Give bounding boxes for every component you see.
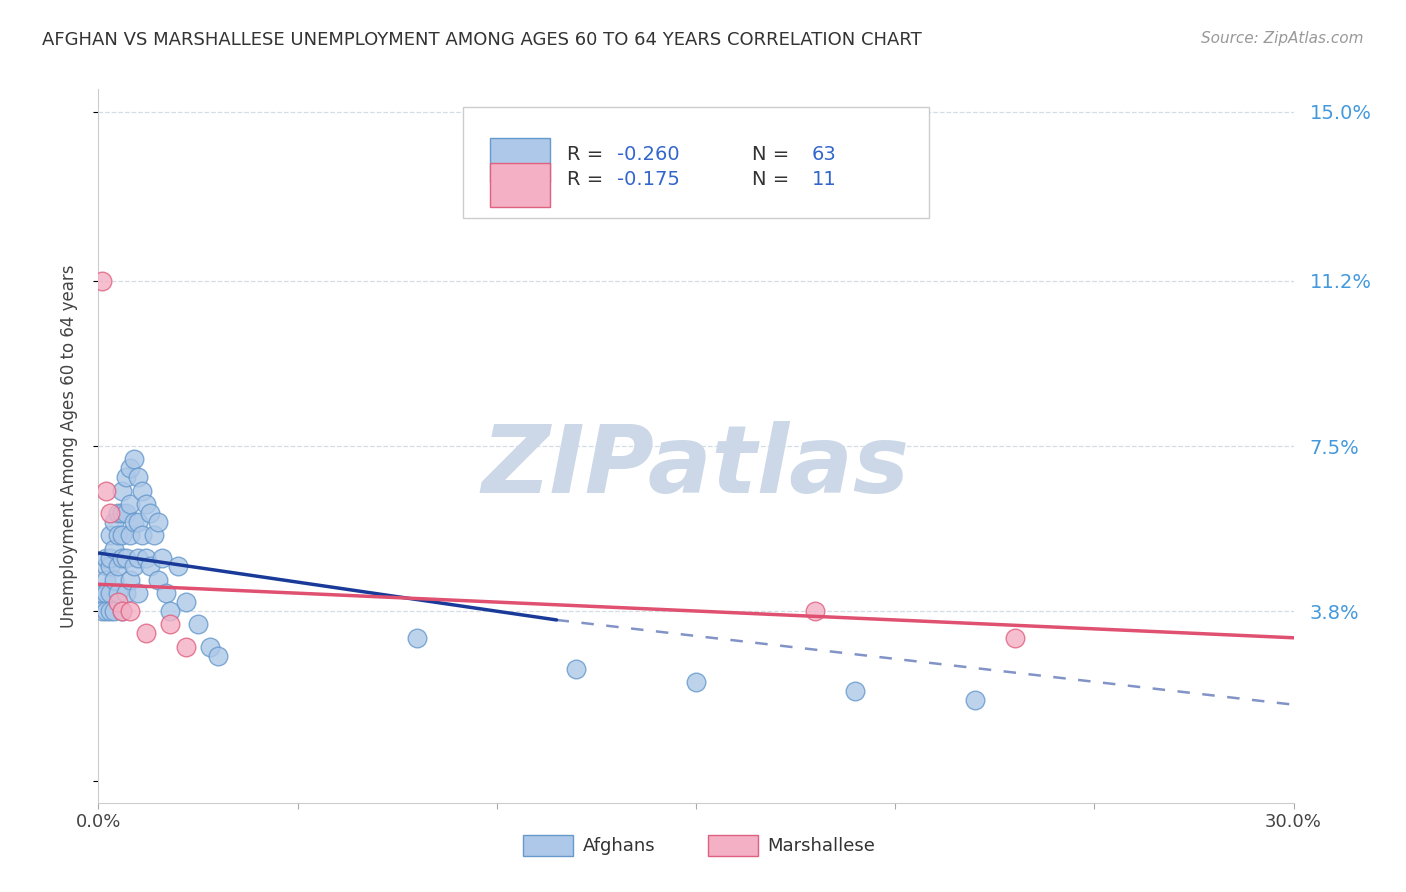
- Point: [155, 586, 177, 600]
- Point: [91, 274, 114, 288]
- Point: [139, 506, 162, 520]
- Point: [100, 586, 122, 600]
- Point: [187, 617, 209, 632]
- Point: [148, 515, 170, 529]
- Point: [174, 640, 197, 654]
- Point: [135, 626, 157, 640]
- Text: AFGHAN VS MARSHALLESE UNEMPLOYMENT AMONG AGES 60 TO 64 YEARS CORRELATION CHART: AFGHAN VS MARSHALLESE UNEMPLOYMENT AMONG…: [42, 31, 922, 49]
- Text: R =: R =: [567, 145, 609, 164]
- Point: [115, 506, 138, 520]
- Text: Afghans: Afghans: [582, 837, 655, 855]
- Point: [159, 617, 181, 632]
- Point: [127, 550, 149, 565]
- Point: [103, 541, 125, 556]
- FancyBboxPatch shape: [491, 162, 550, 207]
- Point: [107, 595, 129, 609]
- Point: [91, 595, 114, 609]
- FancyBboxPatch shape: [491, 137, 550, 182]
- Point: [103, 515, 125, 529]
- Point: [124, 452, 146, 467]
- Point: [198, 640, 221, 654]
- Point: [107, 506, 129, 520]
- Point: [135, 497, 157, 511]
- Point: [143, 528, 166, 542]
- Point: [100, 550, 122, 565]
- Point: [96, 604, 118, 618]
- Text: R =: R =: [567, 170, 609, 189]
- Point: [127, 586, 149, 600]
- Text: N =: N =: [752, 145, 796, 164]
- Point: [131, 528, 153, 542]
- Point: [139, 559, 162, 574]
- Point: [127, 470, 149, 484]
- Point: [127, 515, 149, 529]
- Point: [107, 528, 129, 542]
- Point: [100, 506, 122, 520]
- Point: [167, 559, 190, 574]
- Text: 63: 63: [811, 145, 837, 164]
- Point: [207, 648, 229, 663]
- Point: [107, 559, 129, 574]
- Point: [120, 604, 142, 618]
- Point: [91, 586, 114, 600]
- Text: Source: ZipAtlas.com: Source: ZipAtlas.com: [1201, 31, 1364, 46]
- Point: [111, 528, 134, 542]
- Point: [406, 631, 429, 645]
- Point: [124, 559, 146, 574]
- Point: [115, 586, 138, 600]
- Point: [120, 573, 142, 587]
- Point: [96, 586, 118, 600]
- Text: ZIPatlas: ZIPatlas: [482, 421, 910, 514]
- Point: [103, 573, 125, 587]
- Point: [150, 550, 173, 565]
- Point: [111, 604, 134, 618]
- Text: N =: N =: [752, 170, 796, 189]
- Point: [111, 550, 134, 565]
- Point: [135, 550, 157, 565]
- Point: [100, 559, 122, 574]
- Point: [100, 604, 122, 618]
- Point: [111, 506, 134, 520]
- Text: -0.260: -0.260: [617, 145, 679, 164]
- Point: [111, 483, 134, 498]
- Point: [120, 528, 142, 542]
- Point: [963, 693, 986, 707]
- Point: [96, 550, 118, 565]
- Text: Marshallese: Marshallese: [768, 837, 876, 855]
- FancyBboxPatch shape: [709, 835, 758, 856]
- Point: [844, 684, 866, 698]
- Point: [100, 528, 122, 542]
- Point: [96, 573, 118, 587]
- Point: [96, 483, 118, 498]
- Point: [107, 586, 129, 600]
- Point: [131, 483, 153, 498]
- Text: 11: 11: [811, 170, 837, 189]
- Point: [1004, 631, 1026, 645]
- Point: [91, 604, 114, 618]
- Point: [96, 559, 118, 574]
- Point: [115, 470, 138, 484]
- FancyBboxPatch shape: [463, 107, 929, 218]
- Point: [103, 604, 125, 618]
- Point: [565, 662, 588, 676]
- Point: [685, 675, 707, 690]
- Point: [174, 595, 197, 609]
- FancyBboxPatch shape: [523, 835, 572, 856]
- Point: [120, 461, 142, 475]
- Point: [124, 515, 146, 529]
- Point: [804, 604, 827, 618]
- Y-axis label: Unemployment Among Ages 60 to 64 years: Unemployment Among Ages 60 to 64 years: [59, 264, 77, 628]
- Point: [111, 604, 134, 618]
- Point: [115, 550, 138, 565]
- Text: -0.175: -0.175: [617, 170, 681, 189]
- Point: [120, 497, 142, 511]
- Point: [148, 573, 170, 587]
- Point: [159, 604, 181, 618]
